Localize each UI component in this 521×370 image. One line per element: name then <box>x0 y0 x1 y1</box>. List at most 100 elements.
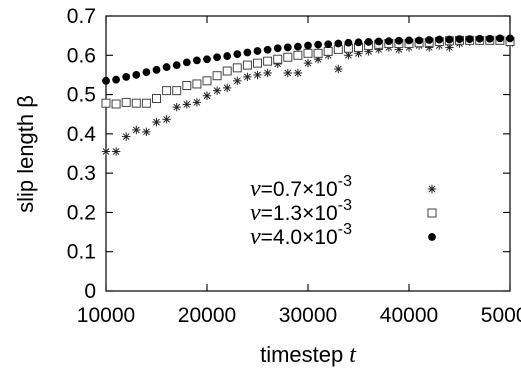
data-point <box>182 81 192 91</box>
data-point <box>122 132 131 141</box>
legend-nu: ν <box>250 200 261 226</box>
data-point <box>304 41 312 50</box>
data-point <box>303 58 313 68</box>
data-point <box>182 58 191 67</box>
legend-entry-label: ν=1.3×10-3 <box>250 197 352 226</box>
data-point <box>243 72 252 82</box>
data-point <box>324 40 333 49</box>
data-point <box>395 36 403 45</box>
legend-entry-label: ν=4.0×10-3 <box>250 221 352 250</box>
data-point <box>435 35 444 44</box>
x-tick-label: 40000 <box>380 304 438 327</box>
data-point <box>203 55 211 64</box>
y-tick-label: 0.2 <box>67 201 96 224</box>
data-point <box>496 34 504 43</box>
data-point <box>152 117 161 127</box>
data-point <box>162 86 172 96</box>
data-point <box>374 37 383 46</box>
data-point <box>121 97 131 107</box>
data-point <box>101 98 111 108</box>
data-point <box>233 76 242 86</box>
data-point <box>405 36 413 45</box>
tick-marks <box>105 15 511 292</box>
data-point <box>506 34 514 43</box>
data-point <box>273 54 283 64</box>
data-point <box>202 91 212 100</box>
data-point <box>283 52 293 62</box>
data-point <box>172 86 182 96</box>
data-point <box>415 36 423 45</box>
data-point <box>162 63 171 71</box>
y-tick-label: 0 <box>84 280 96 303</box>
data-point <box>485 34 494 43</box>
data-point <box>122 72 131 81</box>
data-point <box>233 50 242 59</box>
series-3 <box>102 34 514 85</box>
data-point <box>111 147 121 156</box>
data-point <box>132 125 141 135</box>
data-point <box>273 44 282 53</box>
data-point <box>243 48 252 57</box>
data-point <box>212 71 222 81</box>
data-point <box>263 45 272 54</box>
x-tick-label: 20000 <box>178 304 236 327</box>
data-point <box>455 35 464 44</box>
x-tick-label: 10000 <box>77 304 135 327</box>
data-point <box>354 38 363 47</box>
data-point <box>475 34 484 43</box>
data-point <box>344 38 353 47</box>
data-point <box>384 37 393 46</box>
data-point <box>182 100 191 109</box>
legend-marker <box>428 233 436 241</box>
legend-value: =4.0×10 <box>261 226 338 249</box>
data-point <box>223 52 232 60</box>
data-point <box>253 70 262 80</box>
data-point <box>131 98 141 108</box>
data-point <box>253 47 262 55</box>
data-point <box>364 38 373 46</box>
data-point <box>111 99 121 109</box>
legend: ν=0.7×10-3ν=1.3×10-3ν=4.0×10-3 <box>250 173 437 250</box>
data-point <box>263 68 272 78</box>
y-tick-label: 0.6 <box>67 44 96 67</box>
data-point <box>263 56 273 66</box>
data-point <box>212 86 222 95</box>
legend-exponent: -3 <box>338 173 352 190</box>
data-point <box>242 60 252 70</box>
data-point <box>223 83 232 93</box>
legend-entry-label: ν=0.7×10-3 <box>250 173 352 202</box>
legend-value: =1.3×10 <box>261 202 338 225</box>
x-axis-label-var: t <box>349 342 357 368</box>
y-tick-label: 0.5 <box>67 84 96 107</box>
data-point <box>303 48 313 58</box>
data-point <box>313 48 323 58</box>
data-point <box>283 68 292 78</box>
data-point <box>213 53 222 62</box>
data-point <box>465 35 474 44</box>
data-point <box>192 79 202 89</box>
data-point <box>334 39 343 48</box>
data-point <box>192 98 202 107</box>
data-point <box>132 71 141 79</box>
x-tick-label: 30000 <box>279 304 337 327</box>
data-point <box>425 36 434 44</box>
data-point <box>101 147 111 156</box>
data-point <box>112 75 120 84</box>
data-point <box>253 58 262 68</box>
legend-exponent: -3 <box>338 197 352 214</box>
x-tick-labels: 10000 20000 30000 40000 50000 <box>77 304 521 327</box>
data-point <box>293 68 303 78</box>
data-point <box>142 68 151 77</box>
y-axis-label: slip length β <box>13 95 38 213</box>
data-point <box>172 102 181 112</box>
y-tick-labels: 0 0.1 0.2 0.3 0.4 0.5 0.6 0.7 <box>67 5 97 303</box>
y-tick-label: 0.4 <box>67 123 97 146</box>
data-point <box>445 35 454 44</box>
data-point <box>294 42 302 51</box>
data-point <box>142 127 151 137</box>
y-tick-label: 0.1 <box>67 241 96 264</box>
x-axis-label-text: timestep <box>260 342 343 367</box>
data-point <box>283 43 292 52</box>
legend-value: =0.7×10 <box>261 178 338 201</box>
